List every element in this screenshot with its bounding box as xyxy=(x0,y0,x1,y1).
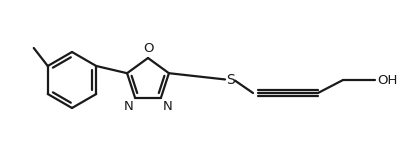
Text: OH: OH xyxy=(377,74,397,86)
Text: N: N xyxy=(163,100,173,113)
Text: N: N xyxy=(123,100,133,113)
Text: O: O xyxy=(143,42,153,55)
Text: S: S xyxy=(226,73,234,87)
